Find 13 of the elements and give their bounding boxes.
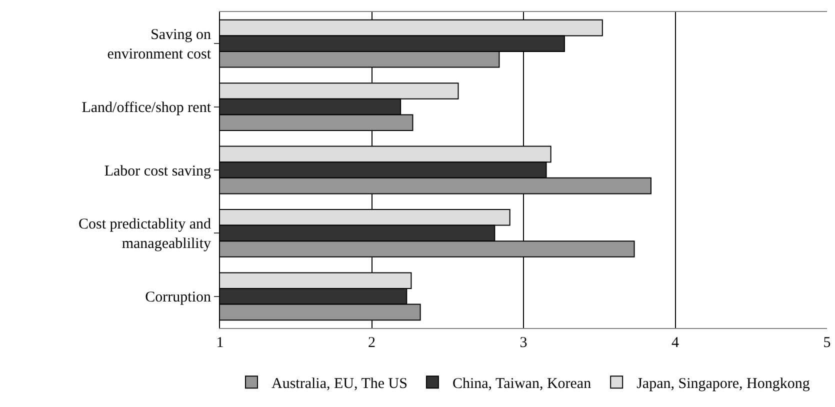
- x-tick-label: 4: [672, 335, 680, 351]
- x-tick-label: 5: [823, 335, 831, 351]
- legend-label: Australia, EU, The US: [272, 376, 408, 392]
- y-tick-label: Cost predictablity and manageablility: [78, 216, 212, 252]
- x-tick-label: 1: [216, 335, 224, 351]
- y-tick-label: Land/office/shop rent: [82, 100, 212, 116]
- y-tick-label: Corruption: [145, 290, 212, 306]
- x-tick-label: 3: [520, 335, 528, 351]
- legend-label: Japan, Singapore, Hongkong: [636, 376, 810, 392]
- x-tick-label: 2: [368, 335, 376, 351]
- y-tick-label: Saving on environment cost: [107, 27, 212, 63]
- y-tick-label: Labor cost saving: [104, 163, 212, 180]
- legend-label: China, Taiwan, Korean: [452, 376, 592, 392]
